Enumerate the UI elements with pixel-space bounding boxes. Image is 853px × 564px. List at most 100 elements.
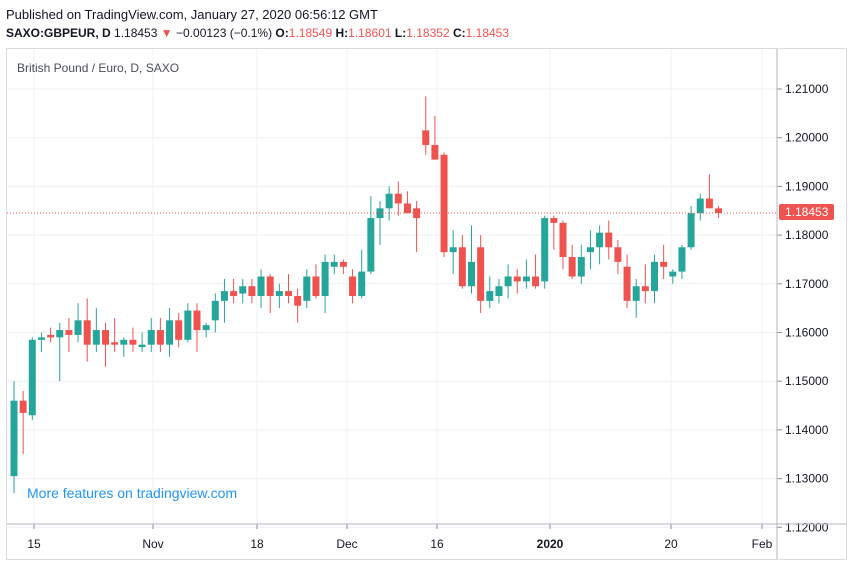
candle-up xyxy=(586,247,594,253)
candle-up xyxy=(92,330,100,345)
candle-up xyxy=(486,291,494,301)
chart-legend-title: British Pound / Euro, D, SAXO xyxy=(17,61,180,75)
candle-down xyxy=(266,276,274,296)
candle-up xyxy=(220,291,228,301)
candle-down xyxy=(65,330,73,335)
candle-down xyxy=(312,276,320,296)
low-value: 1.18352 xyxy=(406,26,450,40)
x-tick-label: 16 xyxy=(430,537,444,551)
candle-down xyxy=(477,247,485,301)
candle-up xyxy=(449,247,457,253)
candle-down xyxy=(440,154,448,253)
candle-down xyxy=(550,218,558,223)
candle-down xyxy=(568,257,576,277)
candle-down xyxy=(47,334,55,338)
last-price: 1.18453 xyxy=(114,26,158,40)
y-tick-label: 1.14000 xyxy=(785,423,829,437)
candle-up xyxy=(321,261,329,296)
candle-down xyxy=(403,203,411,214)
chart-panel[interactable]: 1.21000 1.20000 1.19000 1.18000 1.17000 1.160… xyxy=(6,48,847,560)
candle-down xyxy=(413,208,421,219)
candle-up xyxy=(120,339,128,345)
candle-up xyxy=(28,339,36,416)
candle-up xyxy=(37,337,45,340)
candle-down xyxy=(294,295,302,306)
x-tick-label: 2020 xyxy=(537,537,564,551)
candle-down xyxy=(605,232,613,248)
candle-down xyxy=(641,286,649,292)
candle-up xyxy=(541,218,549,282)
symbol-label: SAXO:GBPEUR, D xyxy=(6,26,111,40)
x-tick-label: Dec xyxy=(336,537,357,551)
candle-down xyxy=(339,261,347,267)
x-tick-label: 20 xyxy=(664,537,678,551)
y-tick-label: 1.19000 xyxy=(785,179,829,193)
y-tick-label: 1.21000 xyxy=(785,82,829,96)
candle-up xyxy=(651,261,658,292)
candle-down xyxy=(129,339,137,345)
candle-up xyxy=(275,291,283,296)
candle-up xyxy=(56,330,64,338)
candle-down xyxy=(623,266,631,301)
candle-down xyxy=(513,276,521,282)
candle-up xyxy=(358,271,366,296)
y-tick-label: 1.16000 xyxy=(785,326,829,340)
candle-up xyxy=(239,286,247,294)
candle-down xyxy=(614,247,622,262)
price-change: −0.00123 (−0.1%) xyxy=(176,26,273,40)
candle-up xyxy=(330,261,338,267)
x-tick-label: 15 xyxy=(27,537,41,551)
candle-down xyxy=(230,291,238,296)
candle-up xyxy=(669,271,677,277)
candle-up xyxy=(202,325,210,331)
candle-up xyxy=(166,320,174,345)
candle-down xyxy=(715,208,723,214)
candle-down xyxy=(19,400,27,413)
last-price-tag: 1.18453 xyxy=(779,204,835,221)
candle-down xyxy=(422,130,430,146)
candle-up xyxy=(385,193,393,209)
candle-up xyxy=(495,286,503,296)
y-tick-label: 1.18000 xyxy=(785,228,829,242)
candle-down xyxy=(248,286,256,296)
candle-up xyxy=(367,218,375,272)
y-tick-label: 1.12000 xyxy=(785,520,829,534)
y-tick-label: 1.13000 xyxy=(785,472,829,486)
candle-up xyxy=(504,276,512,287)
candle-up xyxy=(211,300,219,321)
open-value: 1.18549 xyxy=(288,26,333,40)
candle-down xyxy=(660,261,668,267)
candle-up xyxy=(74,320,82,335)
candle-up xyxy=(257,276,265,296)
candle-down xyxy=(559,222,567,258)
candle-up xyxy=(10,400,18,477)
candle-up xyxy=(147,330,155,345)
open-label: O: xyxy=(275,26,289,40)
candle-down xyxy=(175,320,183,340)
high-value: 1.18601 xyxy=(348,26,392,40)
x-tick-label: Feb xyxy=(752,537,773,551)
y-tick-label: 1.17000 xyxy=(785,277,829,291)
close-label: C: xyxy=(452,26,466,40)
candle-up xyxy=(468,261,475,287)
close-value: 1.18453 xyxy=(465,26,510,40)
candle-down xyxy=(156,330,164,345)
x-tick-label: Nov xyxy=(142,537,163,551)
candle-up xyxy=(184,310,192,340)
symbol-line: SAXO:GBPEUR, D 1.18453 ▼ −0.00123 (−0.1%… xyxy=(6,24,509,42)
candle-down xyxy=(458,247,466,287)
candle-down xyxy=(102,330,109,345)
candle-up xyxy=(678,247,686,272)
tradingview-link[interactable]: More features on tradingview.com xyxy=(27,485,238,501)
down-arrow-icon: ▼ xyxy=(160,26,173,40)
candle-up xyxy=(138,344,146,348)
candle-down xyxy=(111,342,119,345)
chart-header: Published on TradingView.com, January 27… xyxy=(6,6,509,42)
y-tick-label: 1.20000 xyxy=(785,131,829,145)
candle-up xyxy=(596,232,604,248)
candlestick-chart[interactable]: 1.21000 1.20000 1.19000 1.18000 1.17000 1.160… xyxy=(7,49,846,559)
candle-up xyxy=(632,286,640,301)
candle-down xyxy=(349,276,357,296)
published-line: Published on TradingView.com, January 27… xyxy=(6,7,378,22)
low-label: L: xyxy=(394,26,407,40)
